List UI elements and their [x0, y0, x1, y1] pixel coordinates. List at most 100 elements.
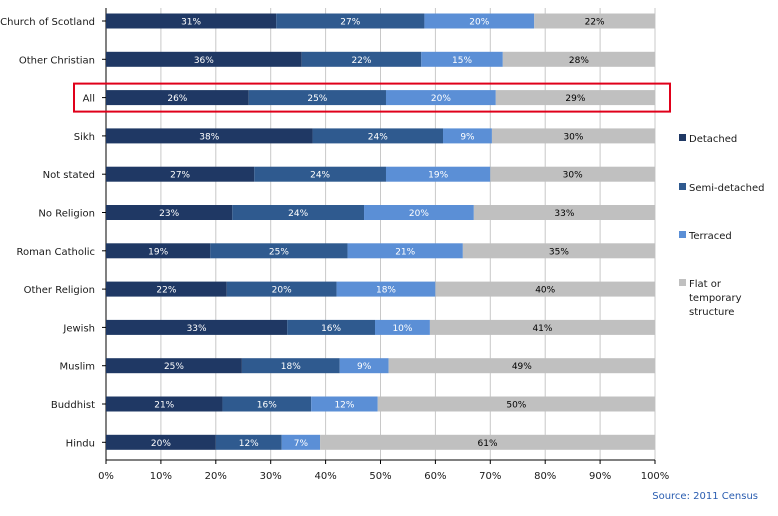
- data-label: 49%: [512, 362, 532, 372]
- data-label: 31%: [181, 18, 201, 28]
- data-label: 24%: [368, 132, 388, 142]
- category-labels: Church of Scotland Other Christian All Sikh…: [0, 17, 106, 449]
- legend-swatch: [679, 279, 686, 286]
- data-label: 27%: [340, 18, 360, 28]
- bar-segment: [106, 205, 233, 220]
- data-label: 25%: [164, 362, 184, 372]
- data-label: 50%: [506, 401, 526, 411]
- bar-segment: [106, 319, 288, 335]
- data-label: 22%: [156, 286, 176, 296]
- bar-segment: [312, 128, 444, 144]
- data-label: 25%: [269, 247, 289, 257]
- x-tick-label: 80%: [534, 471, 556, 482]
- data-label: 29%: [565, 94, 585, 104]
- bar-segment: [364, 205, 474, 220]
- bar-segment: [226, 281, 337, 297]
- x-tick-label: 50%: [369, 471, 391, 482]
- source-note: Source: 2011 Census: [652, 491, 758, 502]
- legend-label: Terraced: [688, 231, 732, 242]
- data-label: 20%: [469, 18, 489, 28]
- x-tick-label: 100%: [641, 471, 670, 482]
- data-label: 25%: [307, 94, 327, 104]
- bar-segment: [106, 90, 249, 106]
- legend-swatch: [679, 134, 686, 141]
- bar-segment: [339, 358, 389, 374]
- bar-segment: [287, 319, 376, 335]
- x-tick-label: 70%: [479, 471, 501, 482]
- data-label: 18%: [376, 286, 396, 296]
- data-label: 23%: [159, 209, 179, 219]
- bar-segment: [473, 205, 655, 220]
- data-label: 18%: [281, 362, 301, 372]
- data-label: 10%: [392, 324, 412, 334]
- bar-segment: [388, 358, 655, 374]
- bar-segment: [429, 319, 655, 335]
- data-label: 20%: [431, 94, 451, 104]
- x-tick-label: 90%: [589, 471, 611, 482]
- bar-segment: [462, 243, 655, 259]
- data-label: 20%: [151, 439, 171, 449]
- bar-segment: [276, 13, 425, 29]
- category-label: Not stated: [43, 170, 95, 181]
- bar-segment: [421, 51, 503, 67]
- data-label: 12%: [239, 439, 259, 449]
- bar-segment: [222, 396, 312, 412]
- bar-segment: [106, 128, 313, 144]
- category-label: Roman Catholic: [16, 247, 95, 258]
- category-label: Hindu: [66, 438, 95, 449]
- data-label: 21%: [395, 247, 415, 257]
- bar-segment: [502, 51, 655, 67]
- data-label: 16%: [257, 401, 277, 411]
- bar-segment: [320, 434, 655, 450]
- data-label: 19%: [148, 247, 168, 257]
- bar-segment: [375, 319, 430, 335]
- category-label: Sikh: [74, 132, 95, 143]
- bar-segment: [106, 358, 242, 374]
- data-label: 22%: [585, 18, 605, 28]
- legend-label: Semi-detached: [689, 183, 765, 194]
- data-label: 38%: [199, 132, 219, 142]
- data-label: 40%: [535, 286, 555, 296]
- data-label: 26%: [167, 94, 187, 104]
- data-label: 12%: [334, 401, 354, 411]
- category-label: Other Christian: [19, 55, 95, 66]
- legend-label: Flat or: [689, 279, 722, 290]
- data-label: 19%: [428, 171, 448, 181]
- bar-segment: [232, 205, 365, 220]
- data-label: 33%: [554, 209, 574, 219]
- data-label: 33%: [187, 324, 207, 334]
- category-label: Muslim: [60, 362, 95, 373]
- data-label: 7%: [294, 439, 309, 449]
- data-label: 16%: [321, 324, 341, 334]
- bar-segment: [106, 51, 302, 67]
- gridlines: [105, 8, 656, 460]
- data-label: 41%: [532, 324, 552, 334]
- bar-segment: [495, 90, 655, 106]
- data-label: 21%: [154, 401, 174, 411]
- legend-label: Detached: [689, 134, 737, 145]
- bar-segment: [424, 13, 535, 29]
- data-label: 24%: [310, 171, 330, 181]
- category-label: Church of Scotland: [0, 17, 95, 28]
- bar-segment: [254, 166, 386, 182]
- bar-segment: [281, 434, 321, 450]
- data-label: 27%: [170, 171, 190, 181]
- category-label: No Religion: [38, 209, 95, 220]
- category-label: All: [83, 94, 95, 105]
- data-label: 28%: [569, 56, 589, 66]
- x-tick-label: 60%: [424, 471, 446, 482]
- bar-segment: [490, 166, 655, 182]
- x-tick-label: 10%: [150, 471, 172, 482]
- highlight-box: [73, 82, 671, 113]
- data-label: 20%: [272, 286, 292, 296]
- bar-segment: [385, 90, 496, 106]
- bar-segment: [385, 166, 491, 182]
- bar-segment: [241, 358, 340, 374]
- legend-swatch: [679, 183, 686, 190]
- category-label: Buddhist: [51, 400, 95, 411]
- data-label: 24%: [288, 209, 308, 219]
- data-label: 35%: [549, 247, 569, 257]
- data-label: 20%: [409, 209, 429, 219]
- bar-segment: [443, 128, 492, 144]
